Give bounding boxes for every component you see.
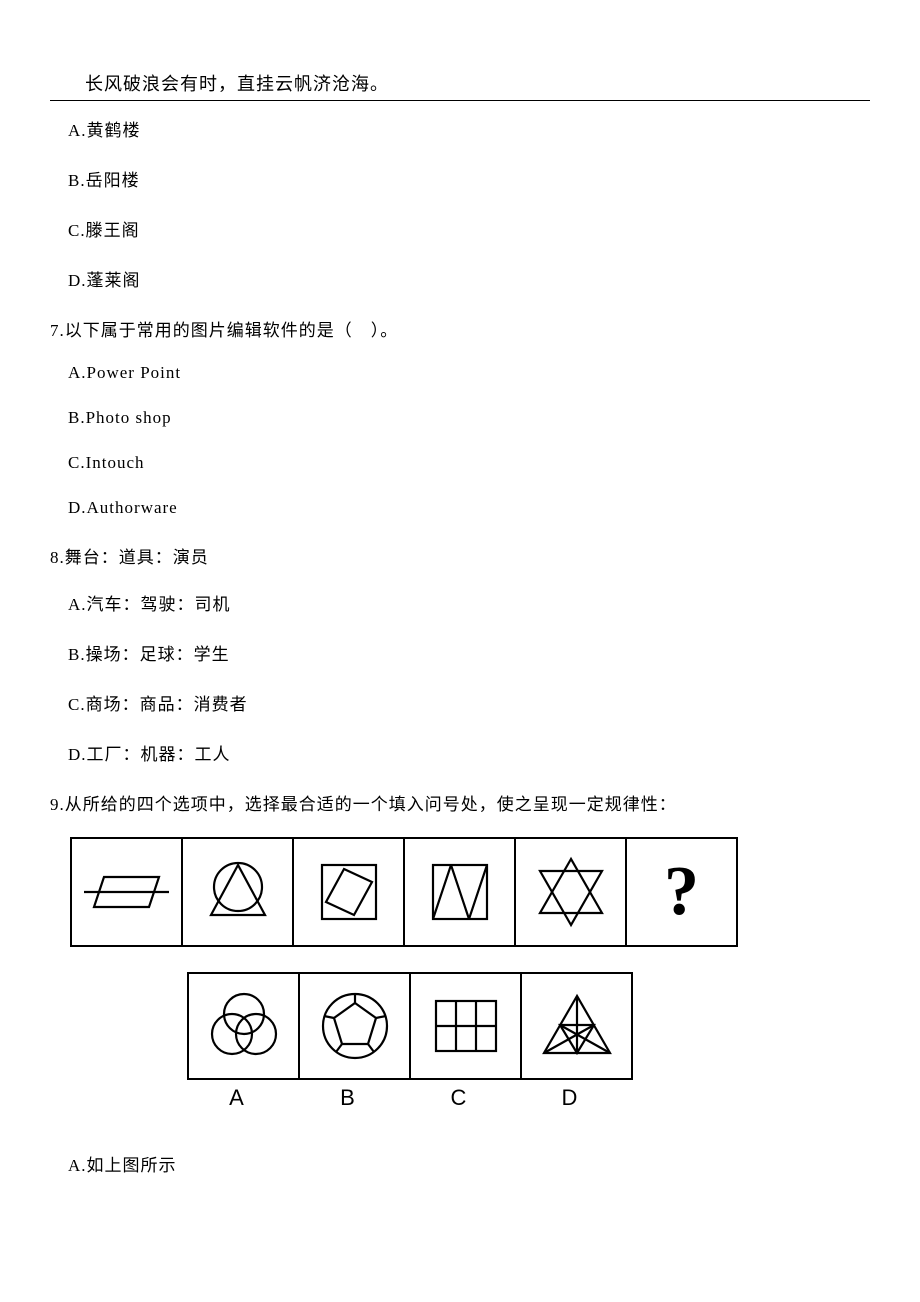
page-header-quote: 长风破浪会有时，直挂云帆济沧海。 xyxy=(50,70,870,101)
q9-answer-row: A B C D xyxy=(180,972,640,1111)
q9-option-a: A.如上图所示 xyxy=(68,1151,870,1176)
q6-option-a: A.黄鹤楼 xyxy=(68,116,870,141)
q9-figure-2 xyxy=(181,837,294,947)
q9-figure-1 xyxy=(70,837,183,947)
q8-option-b: B.操场：足球：学生 xyxy=(68,640,870,665)
q9-answer-c xyxy=(409,972,522,1080)
q9-text: 9.从所给的四个选项中，选择最合适的一个填入问号处，使之呈现一定规律性： xyxy=(50,790,870,815)
q7-option-a: A.Power Point xyxy=(68,363,870,383)
q9-figure-3 xyxy=(292,837,405,947)
q9-answer-label-a: A xyxy=(180,1085,293,1111)
q8-option-c: C.商场：商品：消费者 xyxy=(68,690,870,715)
question-mark-icon: ? xyxy=(664,852,699,932)
q6-option-b: B.岳阳楼 xyxy=(68,166,870,191)
q9-answer-d xyxy=(520,972,633,1080)
q8-option-d: D.工厂：机器：工人 xyxy=(68,740,870,765)
q9-answer-label-b: B xyxy=(291,1085,404,1111)
q9-answer-boxes xyxy=(187,972,633,1080)
q9-answer-labels: A B C D xyxy=(180,1085,640,1111)
q9-answer-a xyxy=(187,972,300,1080)
q9-answer-label-d: D xyxy=(513,1085,626,1111)
q6-option-d: D.蓬莱阁 xyxy=(68,266,870,291)
q7-option-c: C.Intouch xyxy=(68,453,870,473)
q7-option-b: B.Photo shop xyxy=(68,408,870,428)
q8-text: 8.舞台：道具：演员 xyxy=(50,543,870,568)
q9-figure-6-question: ? xyxy=(625,837,738,947)
q9-answer-b xyxy=(298,972,411,1080)
q9-sequence-row: ? xyxy=(70,837,870,947)
q6-option-c: C.滕王阁 xyxy=(68,216,870,241)
q9-figure-5 xyxy=(514,837,627,947)
q8-option-a: A.汽车：驾驶：司机 xyxy=(68,590,870,615)
q7-text: 7.以下属于常用的图片编辑软件的是（ ）。 xyxy=(50,316,870,341)
q9-figure-4 xyxy=(403,837,516,947)
q9-answer-label-c: C xyxy=(402,1085,515,1111)
q7-option-d: D.Authorware xyxy=(68,498,870,518)
